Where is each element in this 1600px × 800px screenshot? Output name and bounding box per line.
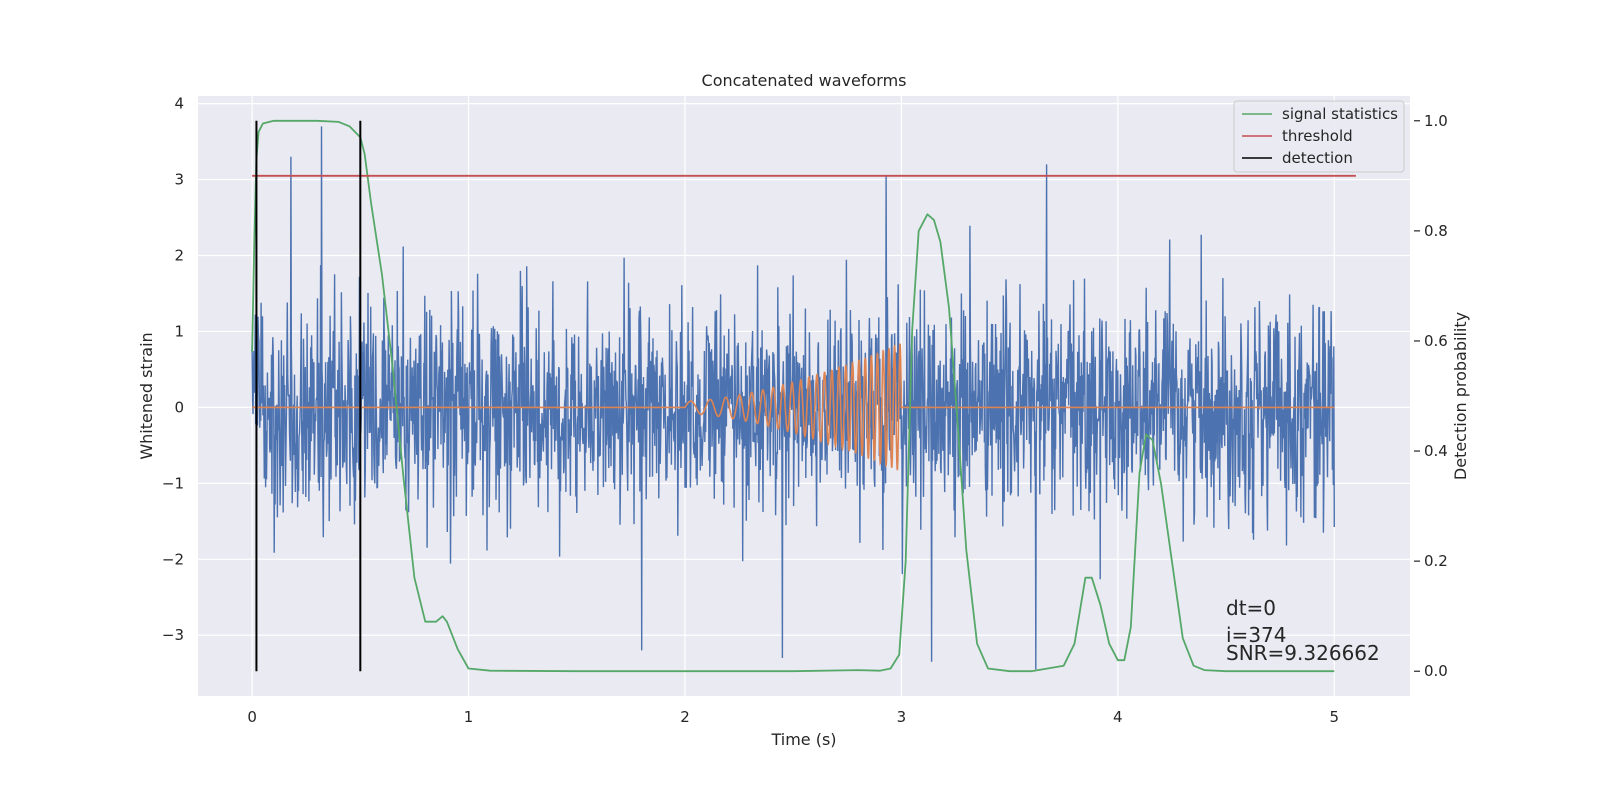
y-tick-label: 1 — [174, 322, 184, 340]
x-tick-label: 5 — [1329, 708, 1339, 726]
y2-tick-label: 0.4 — [1424, 442, 1448, 460]
y2-tick-label: 0.2 — [1424, 552, 1448, 570]
axes: 0 1 2 3 4 5 −3 −2 −1 0 1 2 3 4 0.0 0.2 0.4 0.6 0.8 1.0 — [162, 95, 1448, 726]
y-tick-label: −2 — [162, 550, 184, 568]
x-tick-label: 4 — [1113, 708, 1123, 726]
annotation-snr: SNR=9.326662 — [1226, 641, 1380, 665]
y-tick-label: −1 — [162, 474, 184, 492]
x-tick-label: 0 — [247, 708, 257, 726]
x-axis-label: Time (s) — [770, 730, 836, 749]
y2-tick-label: 0.0 — [1424, 662, 1448, 680]
series — [251, 119, 1356, 673]
y-tick-label: 3 — [174, 171, 184, 189]
y2-tick-label: 1.0 — [1424, 112, 1448, 130]
legend-label-detection: detection — [1282, 149, 1353, 167]
y2-tick-label: 0.6 — [1424, 332, 1448, 350]
annotation-index: i=374 — [1226, 623, 1287, 647]
strain-series-line — [251, 126, 1335, 670]
legend-label-threshold: threshold — [1282, 127, 1353, 145]
annotation-dt: dt=0 — [1226, 596, 1276, 620]
legend-box — [1233, 100, 1405, 173]
y-tick-label: −3 — [162, 626, 184, 644]
injection-series-line — [252, 343, 1335, 471]
x-tick-label: 3 — [897, 708, 907, 726]
x-tick-label: 1 — [464, 708, 474, 726]
y-tick-label: 4 — [174, 95, 184, 113]
y-tick-label: 2 — [174, 246, 184, 264]
chart-title: Concatenated waveforms — [702, 71, 907, 90]
y-axis-label: Whitened strain — [137, 332, 156, 459]
y2-tick-label: 0.8 — [1424, 222, 1448, 240]
x-tick-label: 2 — [680, 708, 690, 726]
y-tick-label: 0 — [174, 398, 184, 416]
signal-statistics-line — [251, 119, 1335, 673]
legend-label-signal-statistics: signal statistics — [1282, 105, 1398, 123]
legend: signal statistics threshold detection — [1233, 100, 1405, 173]
y2-axis-label: Detection probability — [1451, 312, 1470, 480]
